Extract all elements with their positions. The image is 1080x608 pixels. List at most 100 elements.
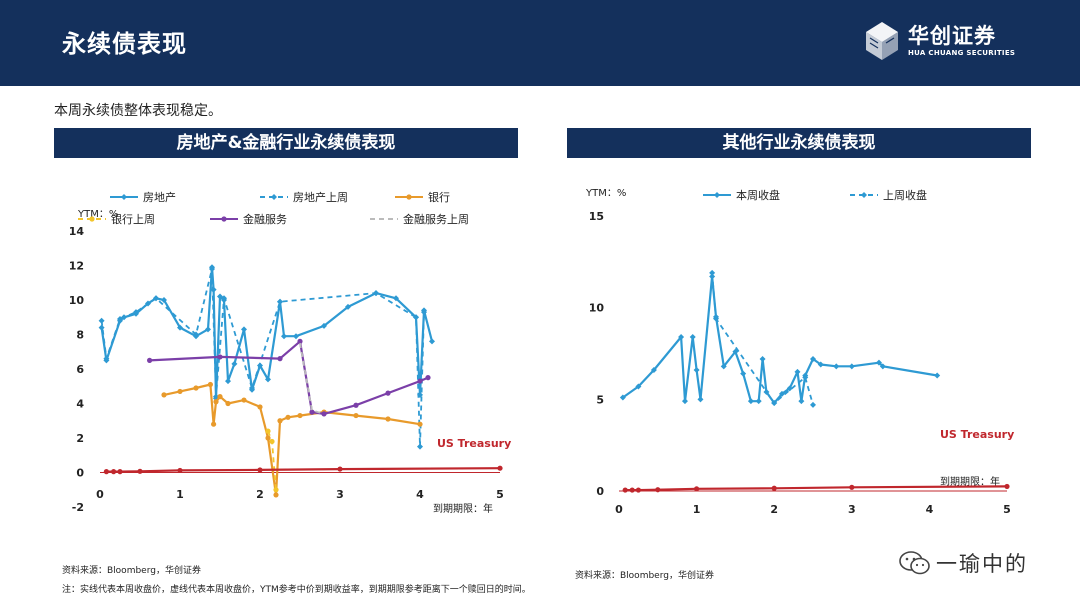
- chart-1-data-point: [635, 487, 642, 493]
- chart-1-x-axis-label: 到期期限：年: [940, 475, 1000, 488]
- chart-1-data-point: [786, 385, 793, 392]
- logo-cube-icon: [866, 22, 898, 60]
- slide-header: 永续债表现 华创证券 HUA CHUANG SECURITIES: [0, 0, 1080, 86]
- source-right: 资料来源：Bloomberg，华创证券: [575, 571, 714, 581]
- chart-1-legend-label: 本周收盘: [736, 188, 780, 202]
- chart-0-legend-marker: [89, 216, 95, 222]
- logo-text-cn: 华创证券: [908, 24, 996, 48]
- chart-1-data-point: [747, 398, 754, 405]
- chart-1-data-point: [655, 487, 661, 493]
- chart-0-data-point: [103, 469, 109, 475]
- chart-0-data-point: [225, 378, 231, 385]
- chart-0-data-point: [207, 381, 213, 388]
- chart-0-legend-item: 银行: [395, 190, 450, 204]
- chart-1-data-point: [875, 359, 882, 366]
- chart-0-data-point: [269, 438, 275, 445]
- chart-1-y-tick-label: 15: [589, 210, 604, 223]
- chart-0-data-point: [111, 469, 117, 475]
- chart-1-series-line: [622, 275, 938, 405]
- chart-1-data-point: [709, 269, 716, 276]
- chart-1-y-tick-label: 5: [596, 393, 604, 406]
- chart-0-series-3: [265, 428, 279, 493]
- chart-0-legend-label: 金融服务: [243, 212, 287, 226]
- chart-0-data-point: [277, 356, 283, 362]
- wechat-icon: [899, 551, 930, 575]
- chart-0-data-point: [421, 309, 427, 316]
- chart-1-data-point: [681, 398, 688, 405]
- chart-0-legend-label: 银行上周: [111, 212, 155, 226]
- chart-1-data-point: [778, 390, 785, 397]
- logo-text-en: HUA CHUANG SECURITIES: [908, 49, 1016, 57]
- chart-0-series-0: [98, 264, 435, 402]
- summary-text: 本周永续债整体表现稳定。: [54, 103, 222, 119]
- chart-0-data-point: [425, 375, 431, 381]
- right-chart-title: 其他行业永续债表现: [567, 128, 1031, 158]
- chart-1-y-axis-label: YTM：%: [585, 188, 626, 199]
- chart-0-x-tick-label: 4: [416, 488, 424, 501]
- chart-1-data-point: [817, 361, 824, 368]
- chart-0-data-point: [161, 392, 167, 398]
- chart-1-data-point: [650, 367, 657, 373]
- watermark-text: 一瑜中的: [936, 552, 1028, 576]
- chart-1-legend-label: 上周收盘: [883, 188, 927, 202]
- chart-0-series-line: [149, 340, 429, 415]
- chart-0-data-point: [217, 394, 223, 400]
- chart-0-legend-label: 房地产上周: [293, 190, 348, 204]
- chart-1-series-line: [711, 272, 814, 406]
- chart-1-legend-marker: [861, 192, 867, 198]
- chart-1-x-tick-label: 1: [693, 503, 701, 516]
- chart-1-data-point: [713, 315, 719, 322]
- chart-0-data-point: [277, 298, 283, 305]
- chart-0-y-tick-label: 6: [76, 363, 84, 376]
- chart-0-annotation: US Treasury: [437, 437, 511, 450]
- chart-0-legend-marker: [121, 194, 127, 200]
- chart-1-x-tick-label: 3: [848, 503, 856, 516]
- chart-1-x-tick-label: 5: [1003, 503, 1011, 516]
- chart-1-data-point: [794, 368, 801, 375]
- chart-0-data-point: [231, 360, 238, 367]
- chart-0-y-tick-label: 10: [69, 294, 85, 307]
- chart-0-data-point: [413, 314, 419, 321]
- chart-1-data-point: [798, 398, 805, 405]
- chart-0-x-tick-label: 2: [256, 488, 264, 501]
- chart-0-legend-label: 房地产: [143, 190, 176, 204]
- chart-1-data-point: [720, 363, 727, 370]
- chart-1-data-point: [771, 400, 778, 406]
- chart-1-x-tick-label: 0: [615, 503, 623, 516]
- chart-0-data-point: [217, 354, 223, 360]
- chart-0-data-point: [321, 411, 327, 417]
- chart-0-y-tick-label: 8: [76, 329, 84, 342]
- chart-0-data-point: [241, 397, 247, 403]
- chart-1-data-point: [848, 363, 855, 370]
- chart-0-y-tick-label: 0: [76, 467, 84, 480]
- chart-0-data-point: [265, 435, 271, 441]
- chart-0-legend-marker: [406, 194, 412, 200]
- chart-0-legend-label: 银行: [428, 190, 450, 204]
- page-title: 永续债表现: [62, 30, 187, 58]
- chart-1-data-point: [678, 334, 685, 340]
- chart-0-data-point: [393, 295, 399, 302]
- chart-1-legend-item: 上周收盘: [850, 188, 927, 202]
- chart-0-y-tick-label: 2: [76, 432, 84, 445]
- chart-0-series-2: [161, 381, 423, 498]
- chart-0-legend-item: 金融服务: [210, 212, 287, 226]
- company-logo: 华创证券 HUA CHUANG SECURITIES: [864, 20, 1039, 64]
- chart-0-data-point: [133, 309, 139, 316]
- chart-0-y-axis-label: YTM：%: [77, 209, 118, 220]
- chart-1-data-point: [694, 486, 700, 492]
- chart-0-data-point: [161, 297, 167, 303]
- chart-1-data-point: [771, 485, 777, 491]
- chart-0-legend-item: 房地产: [110, 190, 176, 204]
- chart-1-data-point: [1004, 483, 1010, 490]
- chart-0-data-point: [209, 265, 215, 272]
- chart-0-x-tick-label: 0: [96, 488, 104, 501]
- chart-0-data-point: [293, 333, 299, 340]
- chart-1-legend-item: 本周收盘: [703, 188, 780, 202]
- chart-0-data-point: [497, 465, 503, 471]
- chart-1-data-point: [697, 396, 704, 403]
- chart-0-data-point: [385, 416, 391, 422]
- chart-1-y-tick-label: 0: [596, 485, 604, 498]
- chart-0-series-1: [98, 265, 427, 450]
